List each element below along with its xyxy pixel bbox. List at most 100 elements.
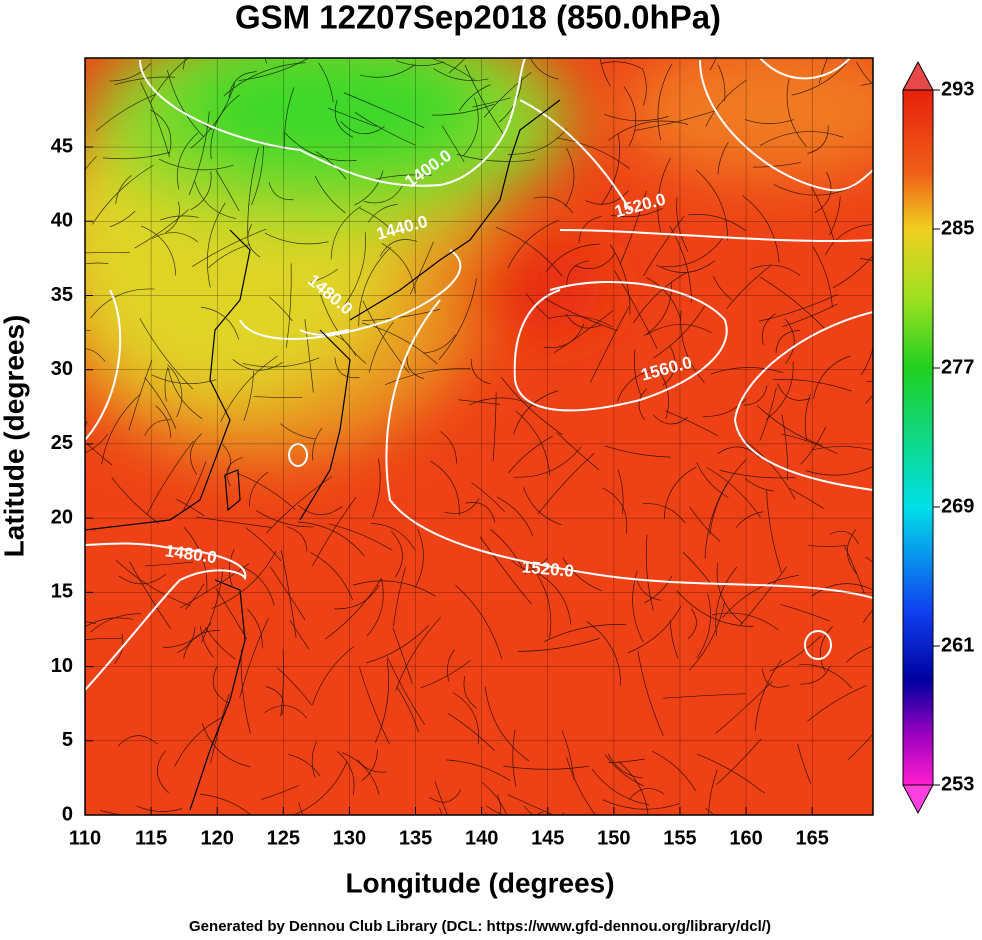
- footer: Generated by Dennou Club Library (DCL: h…: [189, 918, 771, 935]
- streamline: [85, 617, 133, 628]
- contour-label: 1520.0: [521, 557, 574, 580]
- streamline: [139, 318, 194, 390]
- streamline: [134, 209, 189, 249]
- x-tick-label: 130: [333, 827, 366, 849]
- streamline: [800, 426, 827, 465]
- streamline: [515, 410, 551, 476]
- streamline: [769, 635, 822, 672]
- streamline: [669, 225, 692, 303]
- streamline: [95, 93, 157, 132]
- streamline: [629, 788, 665, 800]
- streamline: [716, 738, 762, 785]
- streamline: [682, 551, 712, 586]
- streamline: [276, 667, 312, 706]
- streamline: [517, 638, 600, 652]
- field: [85, 58, 873, 815]
- streamline: [458, 399, 500, 405]
- streamline: [190, 171, 212, 211]
- streamline: [324, 577, 382, 640]
- streamline: [492, 392, 497, 462]
- streamline: [465, 502, 496, 523]
- streamline: [238, 564, 275, 605]
- streamline: [429, 789, 462, 803]
- streamline: [617, 469, 624, 515]
- streamline: [799, 663, 853, 689]
- streamline: [85, 329, 91, 331]
- streamline: [85, 262, 109, 265]
- streamline: [619, 190, 647, 265]
- streamline: [371, 458, 381, 518]
- streamline: [496, 793, 501, 815]
- streamline: [524, 805, 565, 815]
- streamline: [507, 128, 568, 155]
- x-tick-label: 135: [399, 827, 432, 849]
- colorbar-tick-label: 293: [941, 78, 974, 100]
- streamline: [152, 232, 199, 243]
- streamline: [719, 469, 796, 479]
- streamline: [85, 348, 106, 362]
- streamline: [556, 432, 600, 471]
- streamline: [773, 184, 855, 196]
- streamline: [706, 467, 761, 518]
- streamline: [210, 94, 240, 160]
- streamline: [85, 637, 122, 641]
- streamline: [644, 576, 673, 604]
- streamline: [495, 226, 563, 277]
- streamline: [696, 593, 711, 659]
- streamline: [430, 460, 460, 516]
- streamline: [310, 268, 339, 283]
- streamline: [662, 346, 676, 386]
- streamline: [762, 668, 790, 688]
- streamline: [136, 805, 183, 812]
- streamline: [600, 61, 642, 69]
- streamline: [566, 756, 596, 815]
- chart-title: GSM 12Z07Sep2018 (850.0hPa): [235, 0, 721, 36]
- streamline: [330, 206, 362, 260]
- streamline: [760, 276, 826, 330]
- streamline: [665, 410, 719, 437]
- streamline: [703, 398, 746, 417]
- x-tick-label: 160: [729, 827, 762, 849]
- streamline: [85, 433, 109, 454]
- streamline: [434, 781, 448, 815]
- streamline: [847, 733, 873, 760]
- streamline: [90, 613, 142, 633]
- streamline: [759, 387, 777, 441]
- streamline: [578, 215, 602, 244]
- streamline: [381, 242, 416, 294]
- streamline: [144, 377, 177, 429]
- streamline: [832, 255, 873, 289]
- x-tick-label: 145: [531, 827, 564, 849]
- streamline: [545, 243, 600, 272]
- streamline: [614, 270, 658, 349]
- y-tick-label: 15: [51, 581, 73, 603]
- streamline: [167, 364, 183, 418]
- streamline: [264, 232, 329, 245]
- streamline: [757, 405, 823, 446]
- streamline: [585, 190, 629, 205]
- streamline: [808, 544, 848, 547]
- streamline: [717, 141, 729, 175]
- colorbar-arrow: [902, 60, 934, 91]
- streamline: [807, 125, 829, 154]
- streamline: [754, 659, 782, 731]
- streamline: [334, 584, 380, 610]
- streamline: [109, 63, 152, 82]
- streamline: [370, 523, 415, 550]
- streamline: [599, 58, 611, 87]
- streamline: [362, 308, 441, 321]
- streamline: [669, 620, 679, 659]
- streamline: [361, 749, 378, 781]
- streamline: [298, 802, 304, 815]
- streamline: [200, 568, 224, 644]
- streamline: [102, 152, 170, 160]
- streamline: [759, 131, 844, 146]
- streamline: [811, 446, 873, 451]
- colorbar-tick-label: 261: [941, 634, 974, 656]
- streamline: [824, 224, 872, 256]
- streamline: [215, 170, 240, 211]
- streamline: [253, 396, 303, 399]
- streamline: [441, 125, 465, 162]
- streamline: [657, 64, 672, 141]
